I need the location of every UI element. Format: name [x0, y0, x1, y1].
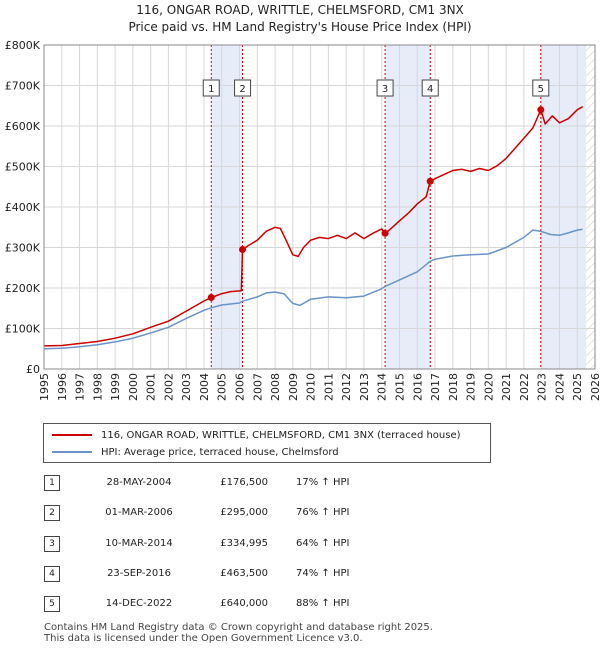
sale-label: 1 — [208, 84, 214, 95]
sale-label-box — [234, 79, 252, 97]
sale-point — [239, 246, 247, 254]
x-tick-label: 2005 — [216, 373, 229, 401]
x-tick-label: 2013 — [358, 373, 371, 401]
sale-date: 10-MAR-2014 — [105, 538, 173, 549]
sale-date: 01-MAR-2006 — [105, 507, 173, 518]
sale-label-box — [532, 79, 550, 97]
x-tick-label: 1998 — [91, 373, 104, 401]
footer: Contains HM Land Registry data © Crown c… — [44, 622, 433, 644]
chart-title: 116, ONGAR ROAD, WRITTLE, CHELMSFORD, CM… — [136, 3, 464, 17]
footer-copyright: Contains HM Land Registry data © Crown c… — [44, 622, 433, 633]
x-tick-label: 1997 — [74, 373, 87, 401]
x-tick-label: 2014 — [376, 373, 389, 401]
sale-date: 28-MAY-2004 — [106, 477, 172, 488]
sale-label-box — [202, 79, 220, 97]
x-tick-label: 2012 — [340, 373, 353, 401]
sale-label: 5 — [538, 84, 544, 95]
sale-point — [381, 229, 389, 237]
y-tick-label: £300K — [5, 242, 41, 255]
legend: 116, ONGAR ROAD, WRITTLE, CHELMSFORD, CM… — [43, 423, 491, 463]
y-tick-label: £400K — [5, 201, 41, 214]
x-tick-label: 1999 — [109, 373, 122, 401]
x-tick-label: 2020 — [482, 373, 495, 401]
sale-hpi-change: 88% ↑ HPI — [296, 598, 350, 609]
chart-subtitle: Price paid vs. HM Land Registry's House … — [128, 20, 472, 34]
x-tick-label: 1996 — [56, 373, 69, 401]
x-tick-label: 2021 — [500, 373, 513, 401]
sale-number: 5 — [44, 596, 60, 612]
x-tick-label: 2004 — [198, 373, 211, 401]
x-tick-label: 2009 — [287, 373, 300, 401]
sale-price: £334,995 — [220, 538, 268, 549]
y-tick-label: £200K — [5, 282, 41, 295]
x-tick-label: 2026 — [589, 373, 600, 401]
sale-price: £640,000 — [220, 598, 268, 609]
sale-hpi-change: 76% ↑ HPI — [296, 507, 350, 518]
x-tick-label: 1995 — [38, 373, 51, 401]
legend-item-hpi: HPI: Average price, terraced house, Chel… — [52, 445, 339, 459]
sale-number: 1 — [44, 475, 60, 491]
sale-point — [537, 106, 545, 114]
legend-label-hpi: HPI: Average price, terraced house, Chel… — [101, 446, 339, 458]
sale-label: 2 — [239, 84, 245, 95]
sale-price: £176,500 — [220, 477, 268, 488]
x-tick-label: 2024 — [553, 373, 566, 401]
x-tick-label: 2002 — [162, 373, 175, 401]
x-tick-label: 2022 — [518, 373, 531, 401]
legend-swatch-property — [52, 434, 92, 436]
sale-number: 3 — [44, 536, 60, 552]
x-tick-label: 2001 — [145, 373, 158, 401]
y-tick-label: £600K — [5, 120, 41, 133]
price-chart: 1 2 3 4 5 £0 £100K £200K £300K £400K £500K £600K £70… — [5, 39, 600, 401]
series-line-hpi — [43, 228, 583, 350]
sale-date: 14-DEC-2022 — [105, 598, 173, 609]
legend-swatch-hpi — [52, 451, 92, 453]
sale-price: £295,000 — [220, 507, 268, 518]
sale-label-box — [376, 79, 394, 97]
sale-number: 2 — [44, 505, 60, 521]
x-tick-label: 2019 — [465, 373, 478, 401]
y-tick-label: £800K — [5, 39, 41, 52]
sale-label: 3 — [382, 84, 388, 95]
x-tick-label: 2015 — [393, 373, 406, 401]
x-tick-label: 2006 — [234, 373, 247, 401]
x-tick-label: 2003 — [180, 373, 193, 401]
x-tick-label: 2000 — [127, 373, 140, 401]
sale-price: £463,500 — [220, 568, 268, 579]
x-tick-label: 2010 — [305, 373, 318, 401]
y-tick-label: £0 — [26, 363, 40, 376]
sale-hpi-change: 17% ↑ HPI — [296, 477, 350, 488]
y-tick-label: £100K — [5, 323, 41, 336]
plot-frame — [43, 44, 596, 370]
sale-hpi-change: 74% ↑ HPI — [296, 568, 350, 579]
footer-license: This data is licensed under the Open Gov… — [44, 633, 363, 644]
y-tick-label: £500K — [5, 161, 41, 174]
x-tick-label: 2025 — [571, 373, 584, 401]
legend-label-property: 116, ONGAR ROAD, WRITTLE, CHELMSFORD, CM… — [101, 429, 461, 441]
x-tick-label: 2018 — [447, 373, 460, 401]
legend-item-property: 116, ONGAR ROAD, WRITTLE, CHELMSFORD, CM… — [52, 428, 461, 442]
x-tick-label: 2007 — [251, 373, 264, 401]
x-tick-label: 2023 — [536, 373, 549, 401]
x-tick-label: 2008 — [269, 373, 282, 401]
x-tick-label: 2016 — [411, 373, 424, 401]
sale-label-box — [421, 79, 439, 97]
y-tick-label: £700K — [5, 80, 41, 93]
sale-date: 23-SEP-2016 — [107, 568, 171, 579]
sale-hpi-change: 64% ↑ HPI — [296, 538, 350, 549]
sale-number: 4 — [44, 566, 60, 582]
x-tick-label: 2011 — [322, 373, 335, 401]
sale-point — [426, 177, 434, 185]
sale-point — [207, 294, 215, 302]
sale-label: 4 — [427, 84, 433, 95]
x-tick-label: 2017 — [429, 373, 442, 401]
